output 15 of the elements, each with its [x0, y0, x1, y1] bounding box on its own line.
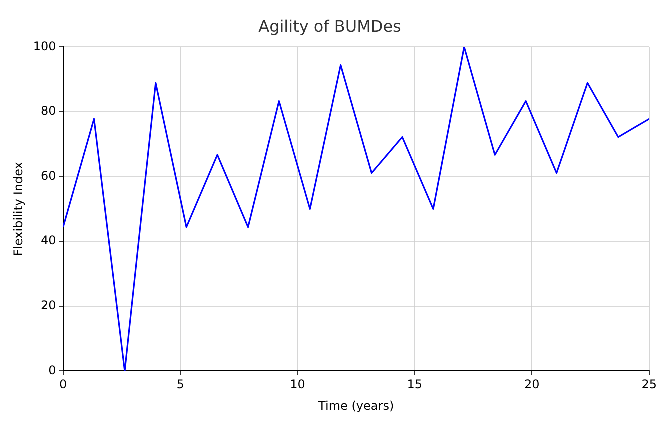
- y-tick-label: 40: [41, 234, 56, 248]
- y-axis-title: Flexibility Index: [11, 162, 26, 256]
- x-tick-label: 15: [407, 378, 423, 392]
- y-tick-label: 80: [41, 104, 56, 118]
- x-tick-label: 5: [176, 378, 184, 392]
- y-tick-label: 100: [33, 39, 56, 54]
- x-tick-label: 20: [524, 378, 540, 392]
- chart-title: Agility of BUMDes: [258, 16, 402, 36]
- x-tick-label: 0: [59, 378, 68, 392]
- y-tick-label: 60: [41, 168, 56, 183]
- x-tick-label: 25: [642, 378, 658, 392]
- y-tick-label: 0: [48, 363, 56, 378]
- x-tick-label: 10: [290, 378, 306, 392]
- y-tick-label: 20: [41, 298, 56, 313]
- x-axis-title: Time (years): [318, 398, 394, 413]
